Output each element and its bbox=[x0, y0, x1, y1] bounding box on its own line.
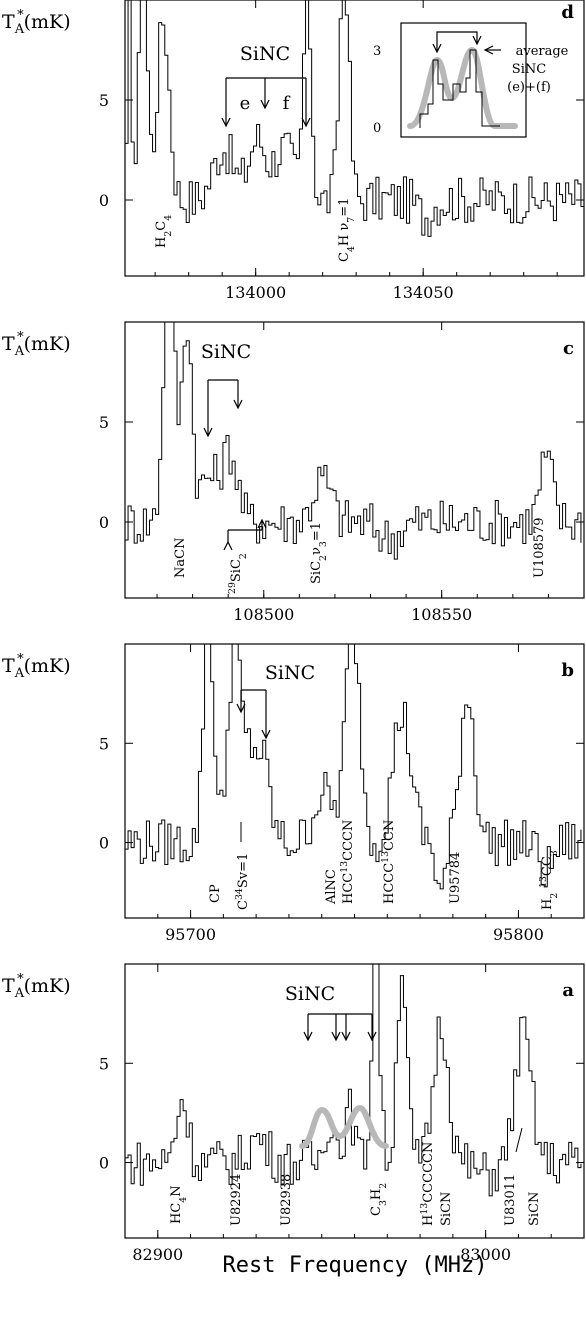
panel-c-ytick-label-0: 0 bbox=[99, 513, 109, 532]
panel-c-29sic2-label: 29SiC2 bbox=[227, 553, 249, 594]
panel-d-inset-bracket bbox=[436, 31, 478, 52]
panel-b-u95784-label: U95784 bbox=[448, 852, 463, 904]
panel-d-ylabel: TA*(mK) bbox=[2, 8, 71, 37]
panel-b-xtick-label-0: 95700 bbox=[165, 925, 216, 944]
panel-a-u82924-label: U82924 bbox=[229, 1174, 244, 1226]
panel-b-13cc3-label: 13CC3 bbox=[538, 850, 560, 888]
panel-d-sinc-label: SiNC bbox=[240, 43, 290, 65]
panel-c-frame bbox=[124, 321, 585, 599]
panel-a-sinc-bracket bbox=[307, 1013, 373, 1040]
panel-a-xtick-label-0: 82900 bbox=[132, 1245, 183, 1264]
panel-b-ytick-label-1: 5 bbox=[99, 734, 109, 753]
panel-d-xtick-label-1: 134050 bbox=[393, 283, 454, 302]
panel-d-inset-average bbox=[407, 47, 518, 129]
panel-a-spectrum bbox=[125, 964, 582, 1197]
panel-a-sicn-label-1: SiCN bbox=[439, 1192, 454, 1226]
x-axis-title: Rest Frequency (MHz) bbox=[223, 1253, 488, 1278]
panel-d-sinc-bracket bbox=[225, 77, 307, 126]
panel-b-sinc-label: SiNC bbox=[265, 662, 315, 684]
panel-c-sinc-bracket bbox=[207, 379, 239, 436]
panel-a: 82900 83000 0 5 TA*(mK) a SiNC HC4N U82924 U82938… bbox=[2, 963, 585, 1264]
panel-b-letter: b bbox=[561, 660, 574, 681]
panel-b-spectrum bbox=[125, 644, 582, 890]
panel-a-u83011-pointer bbox=[515, 1127, 523, 1153]
panel-d: 134000 134050 0 5 TA*(mK) d SiNC e f H2C4 C4H ν7=1… bbox=[2, 0, 585, 302]
panel-d-ytick-label-1: 5 bbox=[99, 91, 109, 110]
panel-b-alnc-label: AlNC bbox=[324, 869, 339, 905]
panel-a-ytick-label-0: 0 bbox=[99, 1154, 109, 1173]
panel-d-letter: d bbox=[561, 2, 574, 23]
panel-a-ylabel: TA*(mK) bbox=[2, 972, 71, 1001]
panel-d-spectrum bbox=[125, 0, 584, 237]
panel-a-average bbox=[299, 1105, 389, 1149]
panel-d-inset: 3 0 average SiNC (e)+(f) bbox=[373, 22, 569, 138]
panel-c-u108579-label: U108579 bbox=[532, 517, 547, 578]
panel-a-letter: a bbox=[562, 980, 574, 1001]
panel-d-inset-frame bbox=[400, 22, 527, 138]
panel-c-sinc-label: SiNC bbox=[201, 341, 251, 363]
panel-c-xtick-label-1: 108550 bbox=[411, 605, 472, 624]
panel-c-letter: c bbox=[563, 338, 574, 359]
panel-d-e-label: e bbox=[240, 93, 251, 114]
panel-d-inset-ef-label: (e)+(f) bbox=[507, 80, 551, 95]
panel-a-c3h2-label: C3H2 bbox=[369, 1183, 389, 1216]
panel-d-xtick-label-0: 134000 bbox=[225, 283, 286, 302]
panel-a-xtick-label-1: 83000 bbox=[460, 1245, 511, 1264]
panel-a-u83011-label: U83011 bbox=[503, 1174, 518, 1226]
panel-c-sic2v3-label: SiC2ν3=1 bbox=[309, 522, 329, 584]
panel-c-ytick-label-1: 5 bbox=[99, 413, 109, 432]
panel-b-hccc13ccn-label: HCCC13CCN bbox=[380, 820, 398, 904]
panel-b-cp-label: CP bbox=[208, 884, 223, 903]
panel-a-sicn-label-2: SiCN bbox=[527, 1192, 542, 1226]
panel-d-inset-ytick-0: 0 bbox=[373, 121, 381, 136]
panel-d-ytick-label-0: 0 bbox=[99, 191, 109, 210]
panel-b-ytick-label-0: 0 bbox=[99, 834, 109, 853]
panel-d-inset-spectrum bbox=[419, 49, 500, 128]
panel-d-inset-sinc-label: SiNC bbox=[512, 62, 546, 77]
panel-b-sinc-bracket bbox=[240, 689, 267, 738]
panel-a-hc4n-label: HC4N bbox=[169, 1185, 189, 1224]
panel-b-c34s-label: C34Sv=1 bbox=[234, 853, 252, 910]
panel-c-spectrum bbox=[125, 322, 582, 560]
panel-d-f-label: f bbox=[283, 93, 291, 114]
panel-b-xtick-label-1: 95800 bbox=[493, 925, 544, 944]
panel-d-inset-average-label: average bbox=[516, 44, 569, 59]
panel-d-h2c4-label: H2C4 bbox=[154, 215, 174, 248]
panel-d-c4h-label: C4H ν7=1 bbox=[337, 198, 357, 262]
panel-a-h13ccccn-label: H13CCCCCN bbox=[419, 1142, 437, 1226]
panel-a-u82938-label: U82938 bbox=[279, 1174, 294, 1226]
panel-a-ytick-label-1: 5 bbox=[99, 1054, 109, 1073]
panel-a-sinc-label: SiNC bbox=[285, 983, 335, 1005]
panel-c-29sic2-bracket bbox=[227, 520, 263, 542]
panel-d-inset-ytick-3: 3 bbox=[373, 44, 381, 59]
panel-b-ylabel: TA*(mK) bbox=[2, 652, 71, 681]
panel-c-xtick-label-0: 108500 bbox=[233, 605, 294, 624]
panel-d-frame bbox=[124, 0, 585, 277]
panel-c: 108500 108550 0 5 TA*(mK) c SiNC NaCN 29SiC2 SiC2… bbox=[2, 321, 585, 624]
panel-b-h2-label: H2 bbox=[540, 893, 560, 910]
panel-c-ylabel: TA*(mK) bbox=[2, 330, 71, 359]
panel-b-hcc13cccn-label: HCC13CCCN bbox=[339, 820, 357, 904]
panel-c-nacn-label: NaCN bbox=[173, 538, 188, 578]
